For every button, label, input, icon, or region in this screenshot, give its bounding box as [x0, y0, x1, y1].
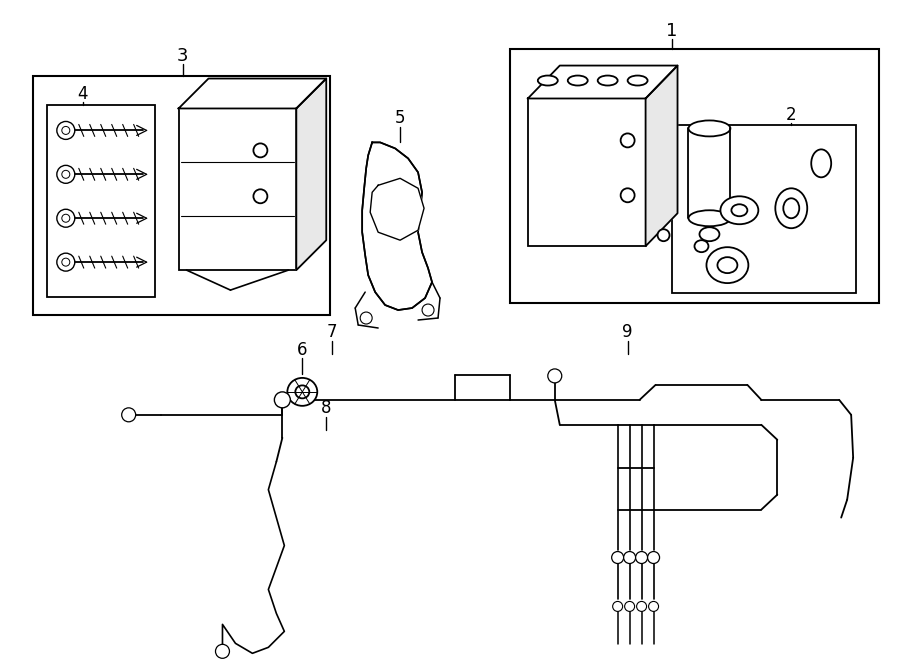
- Ellipse shape: [295, 385, 310, 399]
- Circle shape: [422, 304, 434, 316]
- Ellipse shape: [688, 120, 731, 136]
- Circle shape: [254, 189, 267, 204]
- Circle shape: [625, 602, 634, 611]
- Bar: [510, 49, 879, 303]
- Polygon shape: [645, 65, 678, 246]
- Circle shape: [57, 210, 75, 227]
- Ellipse shape: [811, 149, 832, 177]
- Ellipse shape: [783, 198, 799, 218]
- Text: 4: 4: [77, 85, 88, 104]
- Ellipse shape: [538, 75, 558, 85]
- Ellipse shape: [706, 247, 749, 283]
- Bar: [33, 75, 330, 315]
- Ellipse shape: [598, 75, 617, 85]
- Circle shape: [62, 126, 70, 134]
- Circle shape: [624, 551, 635, 564]
- Circle shape: [57, 165, 75, 183]
- Circle shape: [621, 134, 634, 147]
- Ellipse shape: [568, 75, 588, 85]
- Circle shape: [548, 369, 562, 383]
- Circle shape: [612, 551, 624, 564]
- Polygon shape: [527, 65, 678, 98]
- Ellipse shape: [287, 378, 318, 406]
- Circle shape: [62, 258, 70, 266]
- Ellipse shape: [720, 196, 759, 224]
- Circle shape: [648, 551, 660, 564]
- Circle shape: [658, 229, 670, 241]
- Ellipse shape: [732, 204, 747, 216]
- Polygon shape: [296, 79, 327, 270]
- Circle shape: [122, 408, 136, 422]
- Circle shape: [649, 602, 659, 611]
- Text: 8: 8: [321, 399, 331, 417]
- Circle shape: [62, 214, 70, 222]
- Bar: [527, 98, 645, 246]
- Circle shape: [215, 644, 230, 658]
- Ellipse shape: [699, 227, 719, 241]
- Ellipse shape: [775, 188, 807, 228]
- Text: 9: 9: [623, 323, 633, 341]
- Polygon shape: [370, 178, 424, 240]
- Ellipse shape: [627, 75, 648, 85]
- Circle shape: [635, 551, 648, 564]
- Polygon shape: [688, 128, 731, 218]
- Ellipse shape: [695, 240, 708, 252]
- Circle shape: [613, 602, 623, 611]
- Circle shape: [621, 188, 634, 202]
- Circle shape: [636, 602, 646, 611]
- Text: 6: 6: [297, 341, 308, 359]
- Text: 1: 1: [666, 22, 677, 40]
- Circle shape: [57, 253, 75, 271]
- Text: 2: 2: [786, 106, 796, 124]
- Polygon shape: [178, 79, 327, 108]
- Bar: [47, 106, 155, 297]
- Circle shape: [57, 122, 75, 139]
- Text: 3: 3: [176, 46, 188, 65]
- Bar: [671, 126, 856, 293]
- Ellipse shape: [717, 257, 737, 273]
- Circle shape: [254, 143, 267, 157]
- Text: 5: 5: [395, 110, 405, 128]
- Circle shape: [360, 312, 373, 324]
- Circle shape: [274, 392, 291, 408]
- Text: 7: 7: [327, 323, 338, 341]
- Bar: [178, 108, 296, 270]
- Polygon shape: [362, 142, 432, 310]
- Circle shape: [62, 171, 70, 178]
- Ellipse shape: [688, 210, 731, 226]
